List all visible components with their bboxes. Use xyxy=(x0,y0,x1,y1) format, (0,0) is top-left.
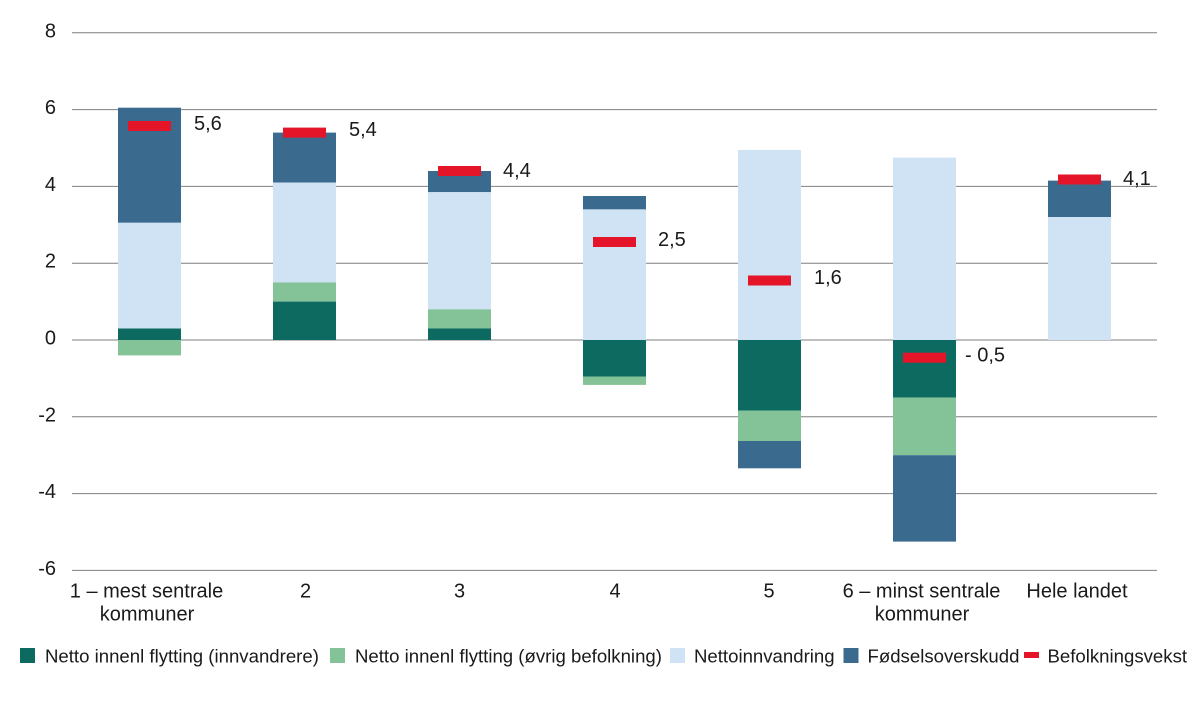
svg-text:2,5: 2,5 xyxy=(658,229,686,251)
svg-text:4,4: 4,4 xyxy=(503,160,531,182)
svg-text:Hele landet: Hele landet xyxy=(1026,581,1128,603)
svg-text:1 – mest sentrale: 1 – mest sentrale xyxy=(70,581,223,603)
svg-text:kommuner: kommuner xyxy=(875,604,970,626)
svg-text:6: 6 xyxy=(45,97,56,119)
svg-text:- 0,5: - 0,5 xyxy=(965,345,1005,367)
svg-text:5,4: 5,4 xyxy=(349,119,377,141)
svg-text:Befolkningsvekst: Befolkningsvekst xyxy=(1048,646,1188,667)
svg-text:4: 4 xyxy=(609,581,620,603)
svg-text:8: 8 xyxy=(45,20,56,42)
svg-text:6 – minst sentrale: 6 – minst sentrale xyxy=(843,581,1001,603)
svg-text:Netto innenl flytting (øvrig b: Netto innenl flytting (øvrig befolkning) xyxy=(355,646,662,667)
svg-text:-4: -4 xyxy=(38,481,56,503)
svg-text:Nettoinnvandring: Nettoinnvandring xyxy=(694,646,835,667)
svg-text:5,6: 5,6 xyxy=(194,113,222,135)
svg-text:3: 3 xyxy=(454,581,465,603)
svg-text:Netto innenl flytting (innvand: Netto innenl flytting (innvandrere) xyxy=(45,646,319,667)
svg-text:kommuner: kommuner xyxy=(100,604,195,626)
svg-text:-6: -6 xyxy=(38,558,56,580)
svg-text:4: 4 xyxy=(45,174,56,196)
svg-text:2: 2 xyxy=(300,581,311,603)
svg-text:5: 5 xyxy=(763,581,774,603)
svg-text:Fødselsoverskudd: Fødselsoverskudd xyxy=(868,646,1020,667)
svg-text:-2: -2 xyxy=(38,404,56,426)
svg-text:4,1: 4,1 xyxy=(1123,168,1151,190)
svg-text:0: 0 xyxy=(45,328,56,350)
svg-text:1,6: 1,6 xyxy=(814,267,842,289)
svg-text:2: 2 xyxy=(45,251,56,273)
